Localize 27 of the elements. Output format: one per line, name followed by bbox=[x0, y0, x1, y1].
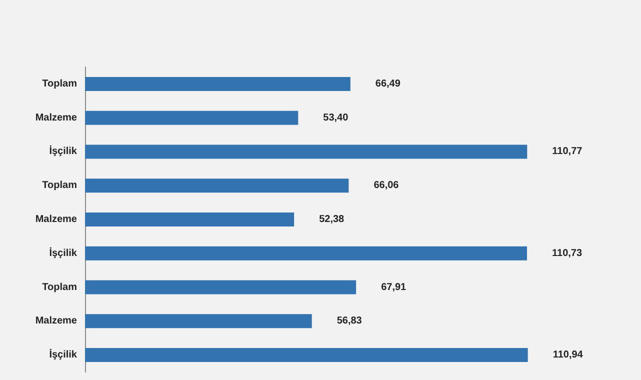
data-label: 110,94 bbox=[552, 350, 584, 361]
bar bbox=[85, 178, 349, 193]
data-label: 52,38 bbox=[319, 214, 345, 225]
bar bbox=[85, 314, 312, 328]
bar bbox=[85, 212, 294, 226]
data-label: 66,49 bbox=[375, 78, 401, 90]
y-tick-label: İşçilik bbox=[49, 348, 78, 361]
data-label: 67,91 bbox=[381, 282, 407, 293]
data-label: 66,06 bbox=[374, 180, 400, 192]
bar bbox=[85, 76, 350, 91]
bar bbox=[85, 348, 528, 362]
y-tick-label: Malzeme bbox=[35, 112, 78, 124]
bar bbox=[85, 144, 528, 159]
bar bbox=[85, 246, 527, 260]
y-tick-label: İşçilik bbox=[49, 246, 78, 259]
data-label: 56,83 bbox=[336, 316, 362, 327]
y-tick-label: Toplam bbox=[42, 180, 78, 192]
y-tick-label: Toplam bbox=[42, 282, 78, 293]
y-tick-label: Toplam bbox=[42, 78, 78, 90]
y-tick-label: İşçilik bbox=[49, 145, 78, 158]
data-label: 53,40 bbox=[323, 112, 349, 124]
bar bbox=[85, 280, 356, 294]
y-tick-label: Malzeme bbox=[35, 214, 78, 225]
data-label: 110,77 bbox=[552, 146, 583, 158]
y-tick-label: Malzeme bbox=[35, 316, 78, 327]
data-label: 110,73 bbox=[552, 248, 582, 259]
bar bbox=[85, 110, 298, 125]
